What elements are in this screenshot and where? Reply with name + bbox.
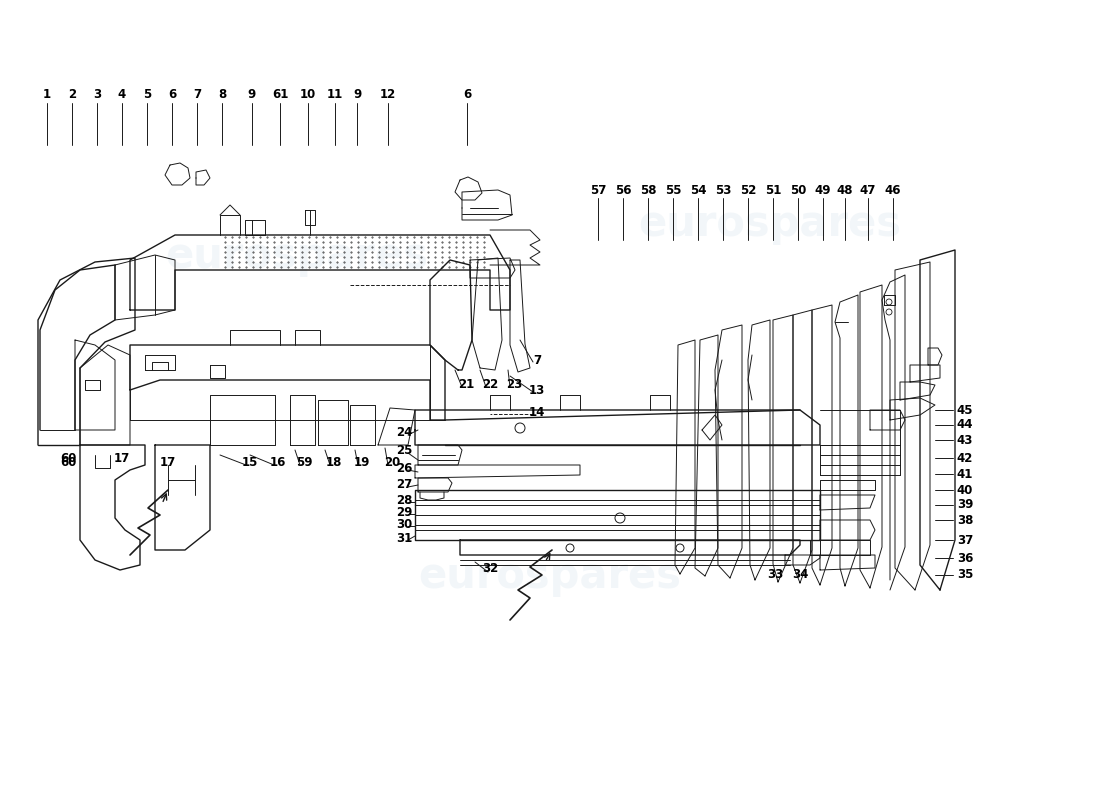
Text: 16: 16 (270, 455, 286, 469)
Text: 35: 35 (957, 569, 974, 582)
Text: 17: 17 (160, 455, 176, 469)
Text: 57: 57 (590, 183, 606, 197)
Text: 49: 49 (815, 183, 832, 197)
Text: 60: 60 (59, 455, 76, 469)
Text: 21: 21 (458, 378, 474, 390)
Text: 9: 9 (353, 89, 361, 102)
Text: 47: 47 (860, 183, 877, 197)
Text: 54: 54 (690, 183, 706, 197)
Text: 51: 51 (764, 183, 781, 197)
Text: 18: 18 (326, 455, 342, 469)
Text: 44: 44 (957, 418, 974, 431)
Text: 33: 33 (767, 567, 783, 581)
Text: 12: 12 (379, 89, 396, 102)
Text: eurospares: eurospares (638, 203, 902, 245)
Text: 42: 42 (957, 451, 974, 465)
Text: 23: 23 (506, 378, 522, 390)
Text: eurospares: eurospares (418, 555, 682, 597)
Text: 50: 50 (790, 183, 806, 197)
Text: 36: 36 (957, 551, 974, 565)
Text: 40: 40 (957, 483, 974, 497)
Text: 56: 56 (615, 183, 631, 197)
Text: 9: 9 (248, 89, 256, 102)
Text: 26: 26 (396, 462, 412, 474)
Text: 46: 46 (884, 183, 901, 197)
Text: 3: 3 (92, 89, 101, 102)
Text: 58: 58 (640, 183, 657, 197)
Text: 8: 8 (218, 89, 227, 102)
Text: 55: 55 (664, 183, 681, 197)
Text: 20: 20 (384, 455, 400, 469)
Text: 32: 32 (482, 562, 498, 574)
Text: 5: 5 (143, 89, 151, 102)
Text: 6: 6 (168, 89, 176, 102)
Text: 17: 17 (114, 451, 130, 465)
Text: 34: 34 (792, 567, 808, 581)
Text: 29: 29 (396, 506, 412, 518)
Text: 31: 31 (396, 531, 412, 545)
Text: 59: 59 (296, 455, 312, 469)
Text: 1: 1 (43, 89, 51, 102)
Text: 53: 53 (715, 183, 732, 197)
Text: eurospares: eurospares (165, 235, 429, 277)
Text: 60: 60 (59, 451, 76, 465)
Text: 45: 45 (957, 403, 974, 417)
Text: 37: 37 (957, 534, 974, 546)
Text: 22: 22 (482, 378, 498, 390)
Text: 13: 13 (529, 383, 546, 397)
Text: 52: 52 (740, 183, 756, 197)
Text: 27: 27 (396, 478, 412, 490)
Text: 43: 43 (957, 434, 974, 446)
Text: 6: 6 (463, 89, 471, 102)
Text: 19: 19 (354, 455, 371, 469)
Text: 4: 4 (118, 89, 127, 102)
Text: 30: 30 (396, 518, 412, 530)
Text: 14: 14 (529, 406, 546, 418)
Text: 15: 15 (242, 455, 258, 469)
Text: 10: 10 (300, 89, 316, 102)
Text: 28: 28 (396, 494, 412, 506)
Text: 11: 11 (327, 89, 343, 102)
Text: 41: 41 (957, 467, 974, 481)
Text: 38: 38 (957, 514, 974, 526)
Text: 48: 48 (837, 183, 854, 197)
Text: 2: 2 (68, 89, 76, 102)
Text: 7: 7 (532, 354, 541, 366)
Text: 39: 39 (957, 498, 974, 511)
Text: 24: 24 (396, 426, 412, 438)
Text: 61: 61 (272, 89, 288, 102)
Text: 25: 25 (396, 443, 412, 457)
Text: 7: 7 (192, 89, 201, 102)
